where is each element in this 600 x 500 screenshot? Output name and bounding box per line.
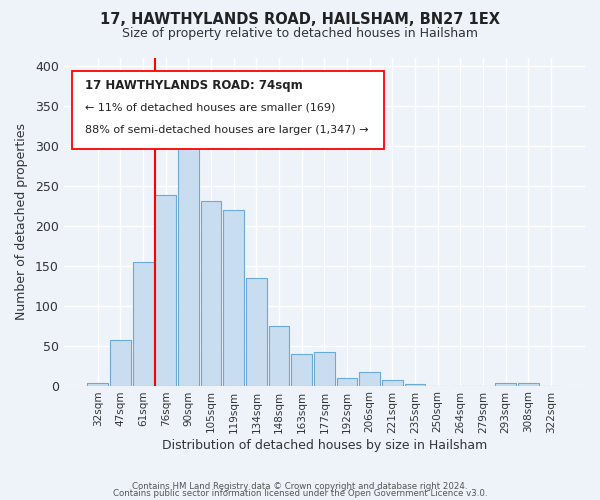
Bar [404, 384, 425, 386]
Text: Contains HM Land Registry data © Crown copyright and database right 2024.: Contains HM Land Registry data © Crown c… [132, 482, 468, 491]
Bar [359, 372, 380, 386]
Bar [155, 195, 176, 386]
Bar [314, 352, 335, 386]
Bar [269, 326, 289, 386]
Bar [518, 383, 539, 386]
Text: Contains public sector information licensed under the Open Government Licence v3: Contains public sector information licen… [113, 490, 487, 498]
Bar [133, 262, 154, 386]
FancyBboxPatch shape [71, 70, 384, 150]
Bar [223, 210, 244, 386]
Bar [200, 200, 221, 386]
Bar [291, 354, 312, 386]
Bar [246, 278, 267, 386]
Text: 17, HAWTHYLANDS ROAD, HAILSHAM, BN27 1EX: 17, HAWTHYLANDS ROAD, HAILSHAM, BN27 1EX [100, 12, 500, 28]
Y-axis label: Number of detached properties: Number of detached properties [15, 123, 28, 320]
Text: 17 HAWTHYLANDS ROAD: 74sqm: 17 HAWTHYLANDS ROAD: 74sqm [85, 79, 302, 92]
Bar [495, 383, 516, 386]
X-axis label: Distribution of detached houses by size in Hailsham: Distribution of detached houses by size … [162, 440, 487, 452]
Text: ← 11% of detached houses are smaller (169): ← 11% of detached houses are smaller (16… [85, 103, 335, 113]
Text: 88% of semi-detached houses are larger (1,347) →: 88% of semi-detached houses are larger (… [85, 125, 368, 135]
Bar [337, 378, 358, 386]
Bar [382, 380, 403, 386]
Bar [88, 383, 108, 386]
Bar [110, 340, 131, 386]
Bar [178, 143, 199, 386]
Text: Size of property relative to detached houses in Hailsham: Size of property relative to detached ho… [122, 28, 478, 40]
